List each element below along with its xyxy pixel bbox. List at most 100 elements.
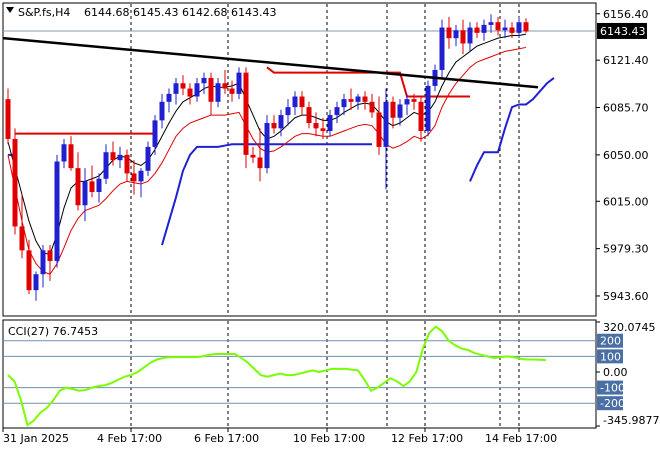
candle-body — [250, 154, 256, 158]
candle-body — [96, 178, 102, 192]
candle-body — [439, 27, 445, 70]
candle-body — [124, 154, 130, 174]
price-tick-label: 5943.60 — [603, 290, 649, 303]
candle-body — [26, 250, 32, 291]
trendline — [2, 36, 539, 89]
candle-body — [313, 123, 319, 129]
candle-body — [89, 181, 95, 192]
candle-body — [355, 96, 361, 102]
candle-body — [103, 152, 109, 179]
candle-body — [117, 154, 123, 161]
candle-body — [341, 99, 347, 108]
cci-layer — [3, 325, 596, 427]
candle-body — [348, 99, 354, 102]
candle-body — [173, 83, 179, 94]
candle-body — [418, 101, 424, 131]
candle-body — [404, 99, 410, 105]
candle-body — [362, 96, 368, 102]
candle-body — [229, 88, 235, 94]
candle-body — [54, 161, 60, 261]
cci-level-box — [597, 396, 623, 411]
price-tick-label: 5979.30 — [603, 243, 649, 256]
candle-body — [166, 93, 172, 102]
candle-body — [82, 181, 88, 206]
cci-level-label: 100 — [600, 350, 621, 363]
candle-body — [33, 274, 39, 291]
current-price-box — [597, 22, 647, 39]
candle-body — [271, 123, 277, 129]
candle-body — [460, 30, 466, 44]
candle-body — [208, 77, 214, 102]
candle-body — [19, 226, 25, 251]
candle-body — [516, 22, 522, 33]
candle-body — [474, 27, 480, 33]
cci-panel-frame — [2, 319, 597, 429]
candle-body — [383, 101, 389, 147]
candle-body — [334, 107, 340, 116]
candle-body — [131, 173, 137, 182]
chart-ohlc: 6144.68 6145.43 6142.68 6143.43 — [84, 6, 276, 19]
cci-level-box — [597, 333, 623, 348]
date-tick-label: 10 Feb 17:00 — [293, 432, 365, 445]
candle-body — [320, 128, 326, 131]
date-tick-label: 6 Feb 17:00 — [194, 432, 259, 445]
candle-body — [180, 83, 186, 89]
candle-body — [215, 83, 221, 102]
price-tick-label: 6050.00 — [603, 149, 649, 162]
cci-tick-label: 0.00 — [603, 366, 628, 379]
cci-level-label: 200 — [600, 335, 621, 348]
chart-symbol: S&P.fs,H4 — [18, 6, 70, 19]
cci-tick-label: -345.9877 — [603, 414, 659, 427]
candle-body — [481, 24, 487, 33]
candle-body — [222, 83, 228, 89]
cci-level-label: -100 — [600, 382, 625, 395]
price-tick-label: 6121.40 — [603, 54, 649, 67]
candle-body — [5, 99, 11, 139]
candle-body — [285, 107, 291, 116]
candle-body — [376, 112, 382, 147]
candle-body — [257, 157, 263, 169]
candle-body — [425, 85, 431, 131]
price-tick-label: 6156.40 — [603, 8, 649, 21]
candle-body — [453, 30, 459, 39]
price-layer — [2, 14, 555, 301]
candle-body — [390, 101, 396, 118]
candle-body — [61, 144, 67, 162]
candle-body — [502, 27, 508, 31]
date-tick-label: 4 Feb 17:00 — [97, 432, 162, 445]
cci-line — [7, 325, 547, 427]
candle-body — [159, 101, 165, 121]
candle-body — [397, 104, 403, 118]
candle-body — [467, 27, 473, 44]
candle-body — [110, 152, 116, 161]
candle-body — [194, 83, 200, 97]
candle-body — [523, 22, 529, 32]
candle-body — [292, 96, 298, 108]
candle-body — [40, 250, 46, 275]
candle-body — [264, 123, 270, 169]
price-panel-frame — [2, 2, 597, 317]
date-tick-label: 31 Jan 2025 — [3, 432, 69, 445]
candle-body — [138, 170, 144, 182]
price-tick-label: 6015.00 — [603, 195, 649, 208]
candle-body — [509, 27, 515, 33]
current-price-label: 6143.43 — [600, 25, 646, 38]
candle-body — [47, 250, 53, 261]
candle-body — [306, 107, 312, 124]
candle-body — [243, 72, 249, 155]
candle-body — [278, 115, 284, 129]
date-tick-label: 12 Feb 17:00 — [391, 432, 463, 445]
cci-tick-label: 320.0745 — [603, 321, 656, 334]
candle-body — [299, 96, 305, 108]
cci-label: CCI(27) 76.7453 — [8, 325, 98, 338]
candle-body — [488, 22, 494, 25]
axis-layer: 6156.40 6121.40 6085.70 6050.00 6015.00 5979.… — [2, 8, 659, 445]
candle-body — [411, 99, 417, 102]
candle-body — [12, 138, 18, 227]
date-tick-label: 14 Feb 17:00 — [485, 432, 557, 445]
candle-body — [201, 77, 207, 84]
collapse-arrow-icon[interactable] — [6, 7, 14, 13]
grid-layer — [3, 4, 596, 427]
